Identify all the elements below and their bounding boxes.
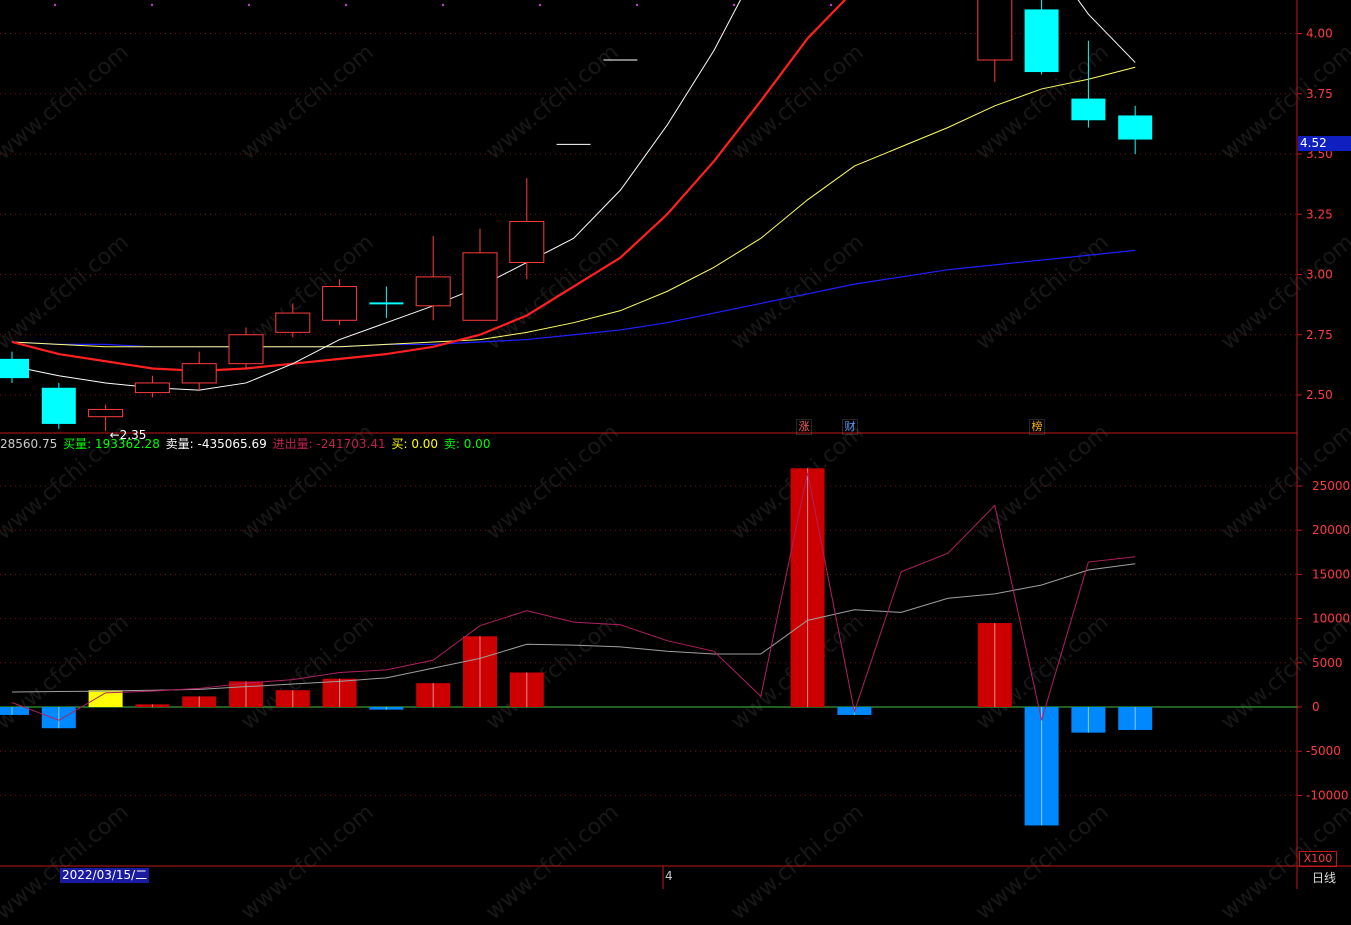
ma-yellow-line	[11, 66, 1136, 348]
top-dot	[635, 3, 639, 7]
top-dot	[53, 3, 57, 7]
info-item: 进出量: -241703.41	[272, 437, 390, 451]
price-tick-label: 3.75	[1306, 87, 1333, 101]
candle-body	[275, 312, 311, 333]
candle-body	[1071, 98, 1106, 121]
period-label[interactable]: 日线	[1312, 871, 1337, 885]
event-tag-ranking[interactable]: 榜	[1029, 419, 1045, 435]
volume-tick-label: 0	[1312, 700, 1320, 714]
month-marker: 4	[665, 869, 673, 883]
candle-body	[181, 363, 217, 384]
price-tick-label: 2.75	[1306, 328, 1333, 342]
candle-body	[462, 252, 498, 321]
price-tick-label: 4.00	[1306, 27, 1333, 41]
info-item: 买: 0.00	[391, 437, 442, 451]
price-tick-label: 2.50	[1306, 388, 1333, 402]
event-tag-finance[interactable]: 财	[842, 419, 858, 435]
volume-tick-label: 15000	[1312, 567, 1350, 581]
top-dot	[150, 3, 154, 7]
ma-red-line	[11, 0, 847, 373]
info-item: 28560.75	[0, 437, 62, 451]
top-dot	[441, 3, 445, 7]
candle-body	[41, 387, 76, 424]
volume-tick-label: 25000	[1312, 479, 1350, 493]
volume-tick-label: 10000	[1312, 612, 1350, 626]
candle-body	[415, 276, 451, 307]
volume-ma-gray-line	[11, 563, 1136, 693]
volume-tick-label: 20000	[1312, 523, 1350, 537]
scale-label[interactable]: X100	[1299, 851, 1337, 867]
price-tick-label: 3.25	[1306, 207, 1333, 221]
ma-blue-line	[11, 249, 1136, 348]
volume-bar	[88, 690, 123, 707]
info-item: 买量: 193362.28	[63, 437, 164, 451]
top-dot	[732, 3, 736, 7]
event-tag-rise[interactable]: 涨	[796, 419, 812, 435]
top-dot	[538, 3, 542, 7]
top-dot	[344, 3, 348, 7]
candle-body	[1024, 9, 1059, 73]
price-tick-label: 3.00	[1306, 268, 1333, 282]
low-price-label: ←2.35	[110, 428, 147, 442]
candle-body	[88, 408, 124, 418]
candle-body	[509, 220, 545, 263]
candle-body	[977, 0, 1013, 61]
candle-body	[228, 334, 264, 365]
candle-body	[322, 286, 358, 321]
info-item: 卖量: -435065.69	[165, 437, 271, 451]
volume-tick-label: 5000	[1312, 656, 1343, 670]
volume-info-bar: 28560.75 买量: 193362.28 卖量: -435065.69 进出…	[0, 435, 492, 451]
candle-body	[0, 358, 29, 379]
candle-body	[1118, 115, 1153, 140]
cursor-date-label: 2022/03/15/二	[60, 868, 150, 883]
stock-chart: 5.505.255.004.754.504.254.003.753.503.25…	[0, 0, 1351, 889]
volume-bar	[0, 707, 29, 715]
top-dot	[247, 3, 251, 7]
volume-tick-label: -5000	[1306, 744, 1341, 758]
info-item: 卖: 0.00	[443, 437, 491, 451]
ma-white-line	[11, 0, 1136, 391]
top-dot	[829, 3, 833, 7]
volume-ma-purple-line	[11, 472, 1136, 721]
current-price-label: 4.52	[1298, 136, 1351, 151]
candle-body	[134, 382, 170, 394]
volume-tick-label: -10000	[1306, 788, 1349, 802]
